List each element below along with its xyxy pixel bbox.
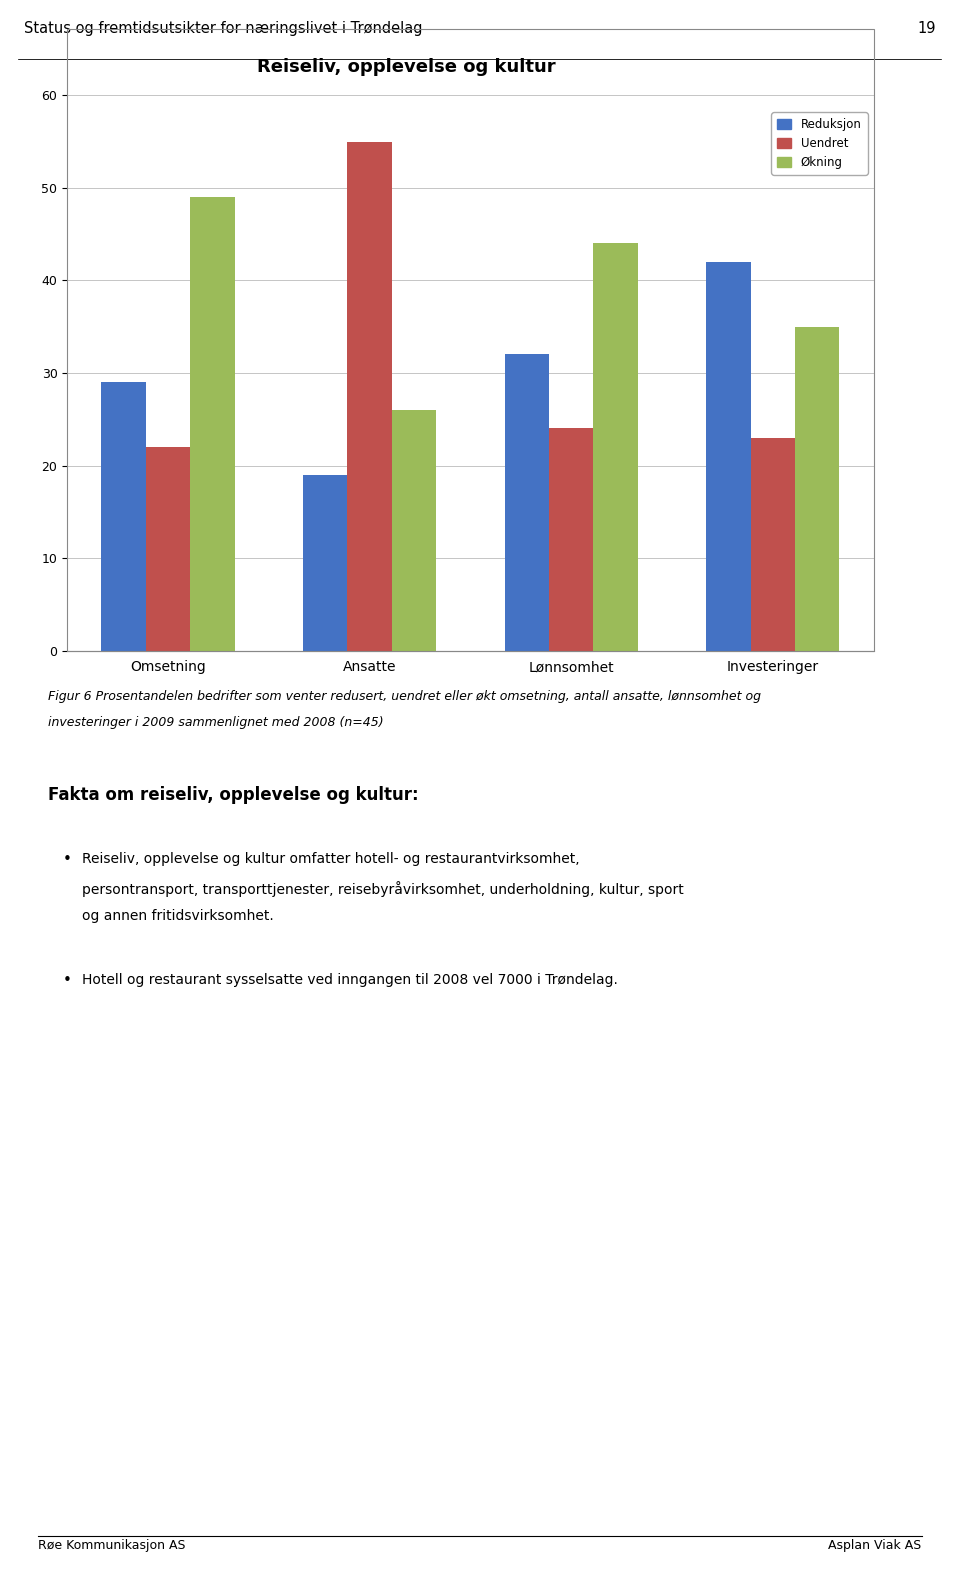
Bar [707, 262, 751, 651]
Text: Status og fremtidsutsikter for næringslivet i Trøndelag: Status og fremtidsutsikter for næringsli… [24, 22, 422, 37]
Text: investeringer i 2009 sammenlignet med 2008 (n=45): investeringer i 2009 sammenlignet med 20… [48, 716, 384, 728]
Text: Røe Kommunikasjon AS: Røe Kommunikasjon AS [38, 1539, 186, 1552]
Text: og annen fritidsvirksomhet.: og annen fritidsvirksomhet. [82, 909, 274, 924]
Text: •: • [62, 852, 71, 867]
Text: •: • [62, 973, 71, 987]
Text: Figur 6 Prosentandelen bedrifter som venter redusert, uendret eller økt omsetnin: Figur 6 Prosentandelen bedrifter som ven… [48, 690, 761, 703]
Bar [190, 197, 234, 651]
Bar [392, 409, 436, 651]
Text: Reiseliv, opplevelse og kultur omfatter hotell- og restaurantvirksomhet,: Reiseliv, opplevelse og kultur omfatter … [82, 852, 579, 867]
Text: persontransport, transporttjenester, reisebyråvirksomhet, underholdning, kultur,: persontransport, transporttjenester, rei… [82, 881, 684, 897]
Bar [549, 428, 593, 651]
Bar [348, 141, 392, 651]
Bar [795, 327, 839, 651]
Text: 19: 19 [918, 22, 936, 37]
Legend: Reduksjon, Uendret, Økning: Reduksjon, Uendret, Økning [772, 113, 868, 175]
Text: Fakta om reiseliv, opplevelse og kultur:: Fakta om reiseliv, opplevelse og kultur: [48, 786, 419, 803]
Bar [303, 475, 348, 651]
Text: Hotell og restaurant sysselsatte ved inngangen til 2008 vel 7000 i Trøndelag.: Hotell og restaurant sysselsatte ved inn… [82, 973, 617, 987]
Bar [102, 382, 146, 651]
Text: Reiseliv, opplevelse og kultur: Reiseliv, opplevelse og kultur [256, 59, 555, 76]
Bar [505, 354, 549, 651]
Bar [751, 438, 795, 651]
Bar [593, 243, 637, 651]
Text: Asplan Viak AS: Asplan Viak AS [828, 1539, 922, 1552]
Bar [146, 448, 190, 651]
